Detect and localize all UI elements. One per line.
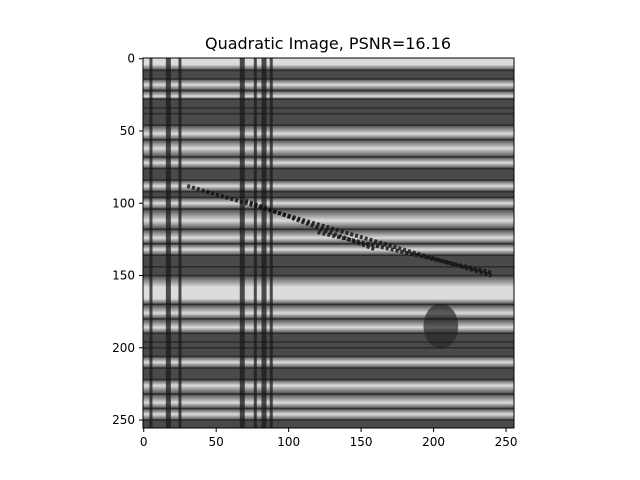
heatmap-image [143,58,514,428]
y-tick-label: 250 [112,413,135,427]
horizontal-dark-lines [143,69,514,421]
x-tick-label: 150 [350,435,373,449]
dark-blob [423,303,459,349]
x-axis: 0 50 100 150 200 250 [140,428,518,449]
x-tick-label: 100 [277,435,300,449]
y-tick-label: 150 [112,269,135,283]
y-tick-label: 0 [127,52,135,66]
y-axis: 0 50 100 150 200 250 [112,52,143,427]
x-tick-label: 250 [495,435,518,449]
image-frame [142,57,515,429]
diagonal-dark-line [186,183,493,278]
y-tick-label: 50 [120,124,135,138]
x-tick-label: 0 [140,435,148,449]
x-tick-label: 50 [209,435,224,449]
x-tick-label: 200 [422,435,445,449]
y-tick-label: 200 [112,341,135,355]
y-tick-label: 100 [112,196,135,210]
chart-title: Quadratic Image, PSNR=16.16 [205,34,451,53]
